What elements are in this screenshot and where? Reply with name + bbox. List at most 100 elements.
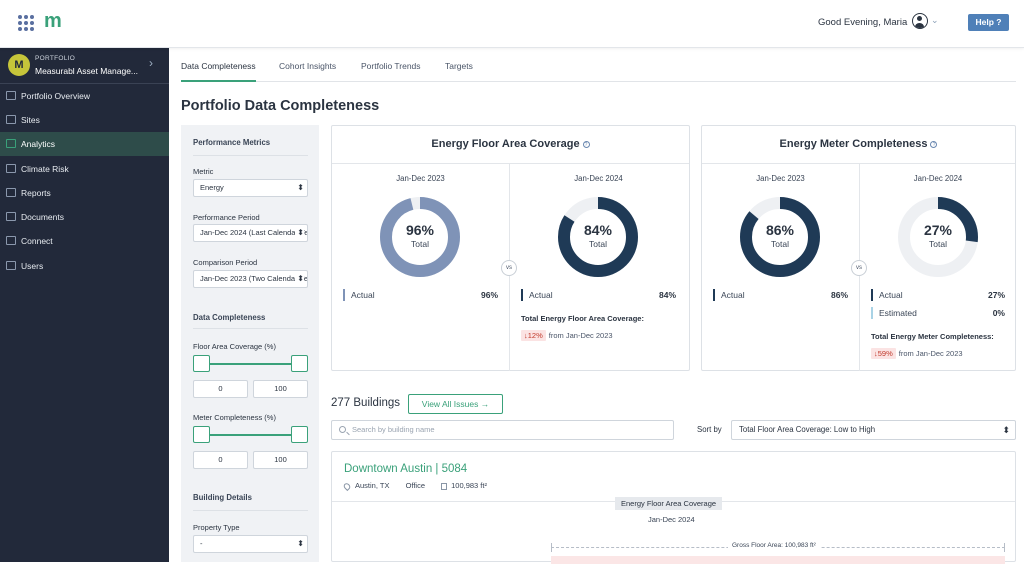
period-label: Jan-Dec 2023 bbox=[756, 174, 805, 183]
property-type-select[interactable]: - bbox=[193, 535, 308, 553]
sidebar-item-climate-risk[interactable]: Climate Risk bbox=[0, 157, 169, 181]
change-indicator: ↓59% from Jan-Dec 2023 bbox=[871, 348, 963, 359]
donut-svg bbox=[380, 197, 460, 277]
brand-logo[interactable]: m bbox=[44, 10, 62, 32]
building-search-input[interactable]: Search by building name bbox=[331, 420, 674, 440]
legend-actual: Actual 27% bbox=[871, 289, 1005, 303]
tab-targets[interactable]: Targets bbox=[445, 61, 473, 71]
property-type-label: Property Type bbox=[193, 523, 240, 532]
tab-cohort-insights[interactable]: Cohort Insights bbox=[279, 61, 337, 71]
info-icon[interactable]: ? bbox=[930, 140, 938, 148]
view-all-issues-button[interactable]: View All Issues → bbox=[408, 394, 503, 414]
floor-area-min-input[interactable]: 0 bbox=[193, 380, 248, 398]
sidebar-item-label: Portfolio Overview bbox=[21, 91, 90, 101]
tab-portfolio-trends[interactable]: Portfolio Trends bbox=[361, 61, 421, 71]
legend-value: 96% bbox=[480, 290, 498, 300]
meter-completeness-label: Meter Completeness (%) bbox=[193, 413, 276, 422]
documents-icon bbox=[6, 212, 16, 221]
meter-max-input[interactable]: 100 bbox=[253, 451, 308, 469]
donut-chart: 84% Total bbox=[557, 196, 639, 278]
info-icon[interactable]: ? bbox=[582, 140, 590, 148]
portfolio-kicker: PORTFOLIO bbox=[35, 55, 76, 62]
legend-label: Actual bbox=[351, 290, 375, 300]
chart-period: Jan-Dec 2024 bbox=[648, 515, 695, 524]
chevron-right-icon[interactable]: › bbox=[149, 56, 153, 70]
legend-value: 86% bbox=[830, 290, 848, 300]
coverage-bar bbox=[551, 556, 1005, 564]
sidebar-item-analytics[interactable]: Analytics bbox=[0, 132, 169, 156]
sidebar-item-portfolio-overview[interactable]: Portfolio Overview bbox=[0, 84, 169, 108]
area-icon bbox=[441, 482, 448, 490]
building-area: 100,983 ft² bbox=[441, 481, 487, 490]
sidebar-item-users[interactable]: Users bbox=[0, 254, 169, 278]
legend-swatch bbox=[521, 289, 523, 301]
donut-chart: 96% Total bbox=[379, 196, 461, 278]
sort-select[interactable]: Total Floor Area Coverage: Low to High bbox=[731, 420, 1016, 440]
change-badge: ↓12% bbox=[521, 330, 546, 341]
legend-value: 0% bbox=[992, 308, 1005, 318]
legend-value: 27% bbox=[987, 290, 1005, 300]
legend-actual: Actual 86% bbox=[713, 289, 848, 303]
user-avatar-icon[interactable] bbox=[912, 13, 928, 29]
analytics-icon bbox=[6, 139, 16, 148]
portfolio-switcher[interactable]: M PORTFOLIO Measurabl Asset Manage... › bbox=[0, 48, 169, 84]
sites-icon bbox=[6, 115, 16, 124]
meter-completeness-range-slider[interactable] bbox=[193, 426, 308, 444]
legend-swatch bbox=[871, 307, 873, 319]
divider bbox=[193, 155, 308, 156]
sidebar-item-documents[interactable]: Documents bbox=[0, 205, 169, 229]
help-button[interactable]: Help ? bbox=[968, 14, 1009, 31]
building-name-link[interactable]: Downtown Austin | 5084 bbox=[344, 463, 468, 475]
tab-data-completeness[interactable]: Data Completeness bbox=[181, 61, 256, 82]
meter-current-panel: Jan-Dec 2024 27% Total Actual 27% Estima… bbox=[860, 164, 1016, 371]
floor-area-coverage-label: Floor Area Coverage (%) bbox=[193, 342, 276, 351]
sidebar-item-connect[interactable]: Connect bbox=[0, 229, 169, 253]
donut-value: 96% bbox=[405, 222, 435, 238]
users-icon bbox=[6, 261, 16, 270]
performance-period-label: Performance Period bbox=[193, 213, 260, 222]
sidebar-item-label: Analytics bbox=[21, 139, 56, 149]
floor-area-range-slider[interactable] bbox=[193, 355, 308, 373]
slider-track bbox=[201, 363, 300, 365]
climate-icon bbox=[6, 164, 16, 173]
search-placeholder: Search by building name bbox=[352, 425, 435, 434]
metric-select[interactable]: Energy bbox=[193, 179, 308, 197]
sidebar-item-label: Users bbox=[21, 261, 44, 271]
donut-arc bbox=[898, 197, 978, 277]
slider-max-handle[interactable] bbox=[291, 355, 308, 372]
sidebar-item-label: Sites bbox=[21, 115, 40, 125]
building-card: Downtown Austin | 5084 Austin, TX Office… bbox=[331, 451, 1016, 564]
slider-min-handle[interactable] bbox=[193, 426, 210, 443]
legend-actual: Actual 96% bbox=[343, 289, 498, 303]
floor-area-max-input[interactable]: 100 bbox=[253, 380, 308, 398]
legend-label: Actual bbox=[721, 290, 745, 300]
donut-svg bbox=[898, 197, 978, 277]
donut-value: 27% bbox=[923, 222, 953, 238]
slider-max-handle[interactable] bbox=[291, 426, 308, 443]
donut-value: 84% bbox=[583, 222, 613, 238]
page-title: Portfolio Data Completeness bbox=[181, 98, 380, 114]
slider-min-handle[interactable] bbox=[193, 355, 210, 372]
performance-period-select[interactable]: Jan-Dec 2024 (Last Calendar Year) bbox=[193, 224, 308, 242]
sidebar-item-label: Climate Risk bbox=[21, 164, 69, 174]
donut-chart: 86% Total bbox=[739, 196, 821, 278]
comparison-period-select[interactable]: Jan-Dec 2023 (Two Calendar Years Ago) bbox=[193, 270, 308, 288]
chevron-down-icon[interactable]: ⌄ bbox=[931, 15, 939, 25]
sidebar-item-sites[interactable]: Sites bbox=[0, 108, 169, 132]
portfolio-avatar: M bbox=[8, 54, 30, 76]
apps-grid-icon[interactable] bbox=[18, 15, 34, 31]
tick-right bbox=[1004, 543, 1005, 552]
sidebar-item-label: Documents bbox=[21, 212, 64, 222]
legend-swatch bbox=[343, 289, 345, 301]
sidebar-item-label: Reports bbox=[21, 188, 51, 198]
coverage-previous-panel: Jan-Dec 2023 96% Total Actual 96% bbox=[332, 164, 509, 371]
meter-min-input[interactable]: 0 bbox=[193, 451, 248, 469]
legend-value: 84% bbox=[658, 290, 676, 300]
meter-previous-panel: Jan-Dec 2023 86% Total Actual 86% bbox=[702, 164, 859, 371]
sidebar-item-reports[interactable]: Reports bbox=[0, 181, 169, 205]
total-label: Total Energy Floor Area Coverage: bbox=[521, 314, 644, 323]
metric-label: Metric bbox=[193, 167, 214, 176]
building-location: Austin, TX bbox=[342, 481, 389, 491]
slider-track bbox=[201, 434, 300, 436]
period-label: Jan-Dec 2024 bbox=[913, 174, 963, 183]
